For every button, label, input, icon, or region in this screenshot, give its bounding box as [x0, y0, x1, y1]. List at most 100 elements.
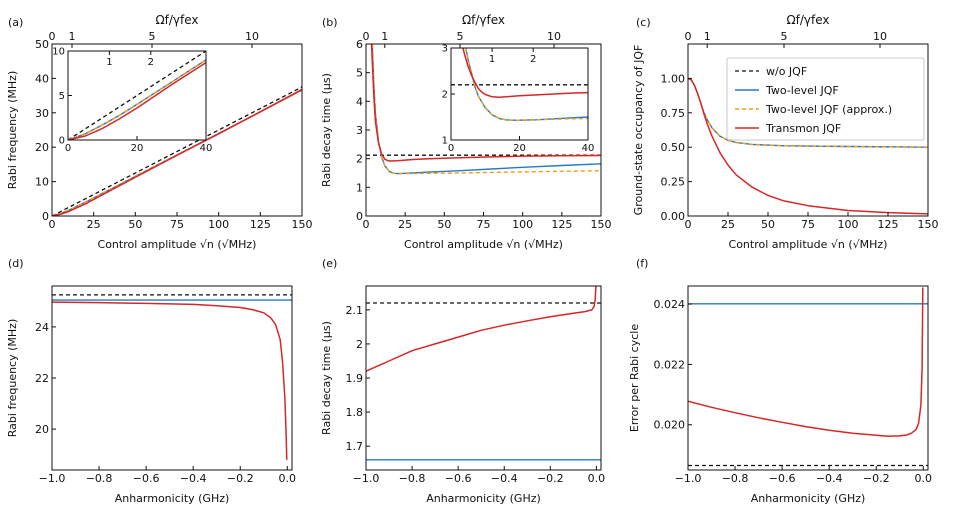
x-tick-label: 75 — [801, 218, 815, 231]
y-tick-label: 1 — [442, 136, 448, 147]
x-tick-label: 40 — [582, 143, 595, 154]
y-tick-label: 1.8 — [346, 406, 364, 419]
series-line-transmon — [370, 44, 601, 162]
x-tick-label: −0.2 — [227, 472, 254, 485]
y-tick-label: 0 — [42, 210, 49, 223]
plot-area — [366, 286, 601, 461]
plot-area — [366, 44, 601, 175]
y-tick-label: 5 — [356, 67, 363, 80]
y-tick-label: 40 — [35, 72, 49, 85]
inset: 0 20 40 0 5 10 1 2 — [52, 47, 212, 154]
y-tick-label: 10 — [35, 176, 49, 189]
series-line-transmon — [68, 61, 206, 140]
x-axis-label: Anharmonicity (GHz) — [751, 492, 866, 505]
y-tick-label: 22 — [35, 372, 49, 385]
panel-e: −1.0 −0.8 −0.6 −0.4 −0.2 0.0 1.7 1.8 1.9 2 2.1 (e) A… — [320, 257, 605, 505]
top-tick-label: 0 — [49, 30, 56, 43]
axes-frame — [51, 285, 293, 471]
x-tick-label: 0 — [448, 143, 454, 154]
panel-f: −1.0 −0.8 −0.6 −0.4 −0.2 0.0 0.020 0.022 0.024 (f… — [628, 257, 932, 505]
y-tick-label: 0 — [356, 210, 363, 223]
x-tick-label: 125 — [878, 218, 899, 231]
series-line-wo — [52, 86, 302, 216]
legend-label: Two-level JQF (approx.) — [765, 103, 892, 116]
axes-frame — [365, 285, 602, 471]
x-tick-label: 0 — [65, 143, 71, 154]
y-tick-label: 4 — [356, 95, 363, 108]
top-tick-label: 0 — [363, 30, 370, 43]
x-tick-label: 100 — [838, 218, 859, 231]
series-line-transmon — [688, 287, 924, 437]
x-tick-label: 150 — [591, 218, 612, 231]
x-tick-label: 25 — [87, 218, 101, 231]
x-tick-label: −0.6 — [445, 472, 472, 485]
x-tick-label: 25 — [721, 218, 735, 231]
x-tick-label: 0.0 — [588, 472, 606, 485]
y-tick-label: 10 — [52, 47, 65, 58]
x-tick-label: 100 — [512, 218, 533, 231]
x-tick-label: −0.6 — [769, 472, 796, 485]
series-line-wo — [68, 51, 206, 140]
top-tick-label: 1 — [489, 54, 495, 65]
x-axis-label: Control amplitude √n (√MHz) — [404, 238, 563, 251]
top-tick-label: 0 — [685, 30, 692, 43]
top-tick-label: 5 — [457, 30, 464, 43]
y-tick-label: 0.00 — [661, 210, 686, 223]
x-tick-label: 40 — [200, 143, 213, 154]
y-tick-label: 3 — [442, 44, 448, 55]
top-tick-label: 5 — [781, 30, 788, 43]
series-line-approx — [68, 59, 206, 140]
y-tick-label: 3 — [356, 124, 363, 137]
x-axis-label: Anharmonicity (GHz) — [115, 492, 230, 505]
top-tick-label: 10 — [245, 30, 259, 43]
top-axis-label: Ωf/γfex — [462, 13, 505, 27]
x-tick-label: −0.4 — [180, 472, 207, 485]
x-tick-label: −0.8 — [399, 472, 426, 485]
plot-area — [451, 48, 588, 121]
x-tick-label: 0.0 — [279, 472, 297, 485]
x-tick-label: 125 — [250, 218, 271, 231]
x-tick-label: −0.2 — [537, 472, 564, 485]
x-tick-label: −0.6 — [133, 472, 160, 485]
plot-area — [52, 294, 292, 460]
x-tick-label: 50 — [437, 218, 451, 231]
x-tick-label: 50 — [128, 218, 142, 231]
x-tick-label: 150 — [918, 218, 939, 231]
series-line-transmon — [366, 286, 597, 372]
top-tick-label: 1 — [704, 30, 711, 43]
top-tick-label: 10 — [873, 30, 887, 43]
y-tick-label: 20 — [35, 141, 49, 154]
x-tick-label: 20 — [131, 143, 144, 154]
top-tick-label: 5 — [149, 30, 156, 43]
x-tick-label: 125 — [551, 218, 572, 231]
legend-frame — [726, 57, 925, 141]
y-tick-label: 0.024 — [654, 298, 686, 311]
y-tick-label: 6 — [356, 38, 363, 51]
panel-label: (b) — [322, 16, 338, 29]
series-line-transmon — [688, 77, 928, 215]
legend-label: Transmon JQF — [765, 122, 841, 135]
x-tick-label: 0 — [685, 218, 692, 231]
y-tick-label: 1 — [356, 181, 363, 194]
x-tick-label: 75 — [170, 218, 184, 231]
x-tick-label: −0.8 — [722, 472, 749, 485]
x-tick-label: −0.4 — [491, 472, 518, 485]
top-tick-label: 2 — [530, 54, 536, 65]
inset: 0 20 40 1 2 3 1 2 — [442, 44, 595, 154]
top-tick-label: 2 — [148, 57, 154, 68]
y-tick-label: 1.9 — [346, 372, 364, 385]
panel-label: (a) — [8, 16, 23, 29]
plot-area — [688, 287, 928, 467]
y-tick-label: 2.1 — [346, 304, 364, 317]
x-tick-label: 150 — [292, 218, 313, 231]
y-tick-label: 1.00 — [661, 72, 686, 85]
x-tick-label: 75 — [477, 218, 491, 231]
x-tick-label: −0.2 — [863, 472, 890, 485]
legend-label: Two-level JQF — [765, 84, 839, 97]
panel-label: (d) — [8, 257, 24, 270]
y-tick-label: 24 — [35, 321, 49, 334]
x-tick-label: 0 — [49, 218, 56, 231]
series-line-approx — [688, 77, 928, 148]
series-line-transmon — [52, 88, 302, 216]
